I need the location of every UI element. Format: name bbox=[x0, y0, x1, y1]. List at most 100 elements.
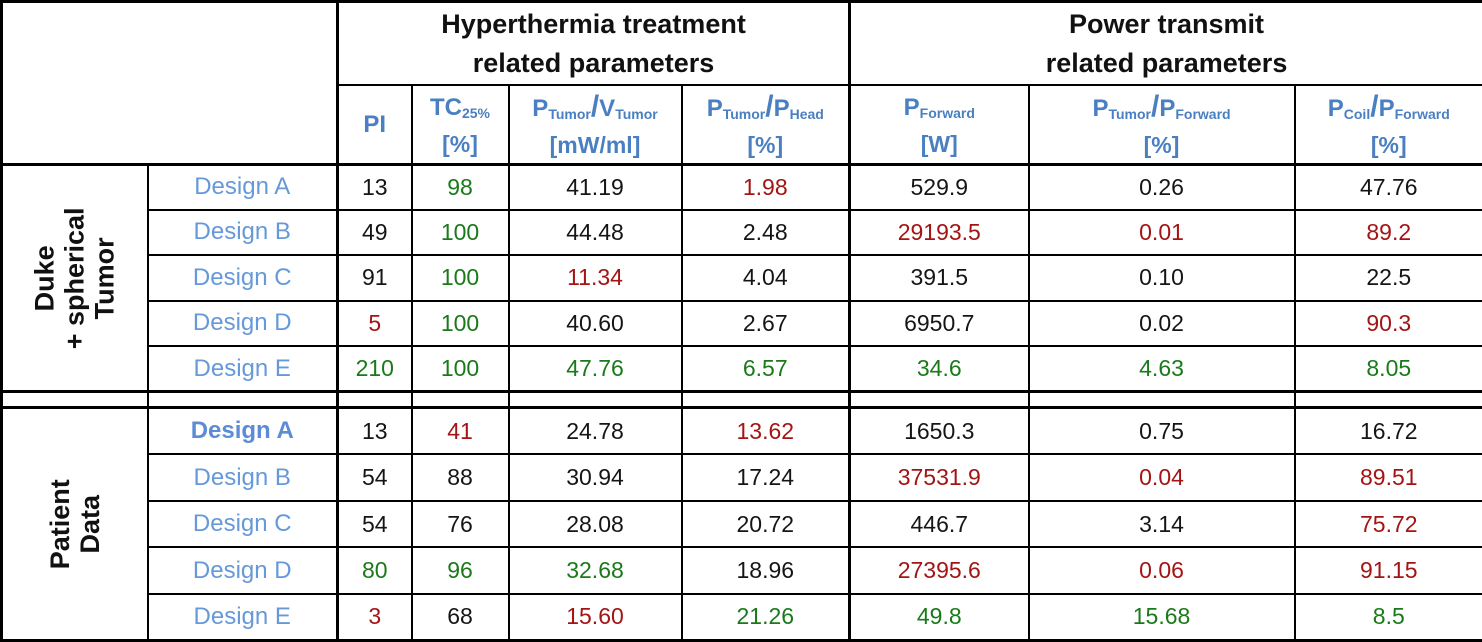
cell-value: 210 bbox=[355, 355, 394, 382]
table-row: Design C 91 100 11.34 4.04 391.5 0.10 22… bbox=[2, 254, 1482, 302]
table-cell: 100 bbox=[410, 345, 510, 393]
table-cell: 91.15 bbox=[1293, 546, 1482, 595]
cell-value: 13.62 bbox=[736, 417, 795, 444]
table-cell: 17.24 bbox=[680, 453, 851, 502]
design-label: Design A bbox=[190, 417, 294, 445]
cell-value: 100 bbox=[440, 355, 480, 382]
table-cell: 529.9 bbox=[848, 163, 1030, 211]
header-unit: [%] bbox=[1370, 132, 1407, 159]
cell-value: 15.60 bbox=[566, 603, 624, 630]
cell-value: 18.96 bbox=[736, 557, 795, 584]
cell-value: 27395.6 bbox=[897, 557, 981, 584]
header-symbol: V bbox=[599, 95, 616, 123]
table-cell: 8.5 bbox=[1293, 592, 1482, 642]
cell-value: 1.98 bbox=[742, 173, 788, 200]
cell-value: 54 bbox=[361, 464, 388, 491]
column-header-ptumor-vtumor: PTumor/VTumor [mW/ml] bbox=[507, 84, 683, 166]
table-row: Design E 3 68 15.60 21.26 49.8 15.68 8.5 bbox=[2, 592, 1482, 642]
header-symbol: P bbox=[1327, 95, 1344, 123]
cell-value: 41.19 bbox=[566, 173, 624, 200]
cell-value: 5 bbox=[368, 309, 382, 336]
header-symbol: P bbox=[706, 95, 723, 123]
cell-value: 0.10 bbox=[1139, 264, 1184, 291]
cell-value: 0.02 bbox=[1139, 309, 1184, 336]
table-cell: 75.72 bbox=[1293, 499, 1482, 549]
cell-value: 91 bbox=[361, 264, 388, 291]
table-cell: 4.63 bbox=[1027, 345, 1296, 393]
header-subscript: 25% bbox=[461, 105, 491, 122]
cell-value: 75.72 bbox=[1360, 510, 1418, 537]
column-header-pcoil-pforward: PCoil/PForward [%] bbox=[1293, 84, 1482, 166]
design-cell: Design E bbox=[146, 592, 339, 642]
design-label: Design A bbox=[194, 173, 291, 201]
design-cell: Design D bbox=[146, 299, 339, 348]
slash: / bbox=[1370, 90, 1379, 124]
table-cell: 54 bbox=[336, 453, 413, 502]
table-cell: 1.98 bbox=[680, 163, 851, 211]
cell-value: 446.7 bbox=[910, 510, 969, 537]
table-row: Duke + spherical Tumor Design A 13 98 41… bbox=[0, 163, 1482, 393]
group-label-line: Duke bbox=[29, 244, 60, 311]
header-subscript: Head bbox=[789, 106, 824, 123]
design-label: Design D bbox=[192, 309, 292, 337]
table-cell: 13.62 bbox=[680, 406, 851, 456]
table-cell: 100 bbox=[410, 254, 510, 302]
table-cell: 91 bbox=[336, 254, 413, 302]
header-unit: [mW/ml] bbox=[549, 132, 641, 159]
group-label-duke: Duke + spherical Tumor bbox=[0, 163, 149, 393]
table-cell: 89.51 bbox=[1293, 453, 1482, 502]
header-unit: [%] bbox=[442, 131, 478, 158]
table-cell: 0.04 bbox=[1027, 453, 1296, 502]
cell-value: 76 bbox=[447, 510, 473, 537]
header-symbol: P bbox=[1159, 95, 1176, 123]
design-cell: Design B bbox=[146, 208, 339, 257]
design-cell: Design C bbox=[146, 254, 339, 302]
cell-value: 40.60 bbox=[566, 309, 624, 336]
cell-value: 49 bbox=[361, 218, 388, 245]
table-cell: 16.72 bbox=[1293, 406, 1482, 456]
table-cell: 18.96 bbox=[680, 546, 851, 595]
table-cell: 30.94 bbox=[507, 453, 683, 502]
design-cell: Design A bbox=[146, 163, 339, 211]
slash: / bbox=[765, 90, 774, 124]
header-subscript: Coil bbox=[1343, 106, 1371, 123]
spacer-cell bbox=[336, 390, 413, 410]
table-cell: 41 bbox=[410, 406, 510, 456]
cell-value: 37531.9 bbox=[897, 464, 981, 491]
header-subscript: Tumor bbox=[722, 106, 766, 123]
cell-value: 3 bbox=[368, 603, 382, 630]
cell-value: 4.04 bbox=[742, 264, 788, 291]
section-header-hyperthermia: Hyperthermia treatment related parameter… bbox=[336, 0, 851, 87]
table-cell: 68 bbox=[410, 592, 510, 642]
design-label: Design B bbox=[193, 463, 291, 491]
spacer-cell bbox=[146, 390, 339, 410]
design-cell: Design C bbox=[146, 499, 339, 549]
cell-value: 98 bbox=[447, 173, 473, 200]
cell-value: 0.26 bbox=[1139, 173, 1184, 200]
spacer-cell bbox=[1027, 390, 1296, 410]
cell-value: 2.67 bbox=[742, 309, 788, 336]
section-header-line: Hyperthermia treatment bbox=[441, 8, 746, 39]
cell-value: 4.63 bbox=[1139, 355, 1184, 382]
table-cell: 32.68 bbox=[507, 546, 683, 595]
table-cell: 54 bbox=[336, 499, 413, 549]
table-cell: 100 bbox=[410, 299, 510, 348]
header-subscript: Tumor bbox=[548, 106, 591, 123]
table-cell: 0.10 bbox=[1027, 254, 1296, 302]
cell-value: 6.57 bbox=[742, 355, 788, 382]
group-label-line: Data bbox=[74, 494, 105, 554]
table-cell: 88 bbox=[410, 453, 510, 502]
corner-empty-cell bbox=[0, 0, 339, 166]
table-cell: 3 bbox=[336, 592, 413, 642]
cell-value: 15.68 bbox=[1132, 603, 1191, 630]
table-cell: 76 bbox=[410, 499, 510, 549]
design-label: Design C bbox=[192, 510, 292, 538]
header-unit: [%] bbox=[747, 132, 784, 159]
table-row: Design B 49 100 44.48 2.48 29193.5 0.01 … bbox=[2, 208, 1482, 257]
cell-value: 47.76 bbox=[566, 355, 624, 382]
cell-value: 8.05 bbox=[1366, 355, 1412, 382]
table-cell: 49 bbox=[336, 208, 413, 257]
table-cell: 5 bbox=[336, 299, 413, 348]
section-header-line: related parameters bbox=[472, 47, 715, 78]
